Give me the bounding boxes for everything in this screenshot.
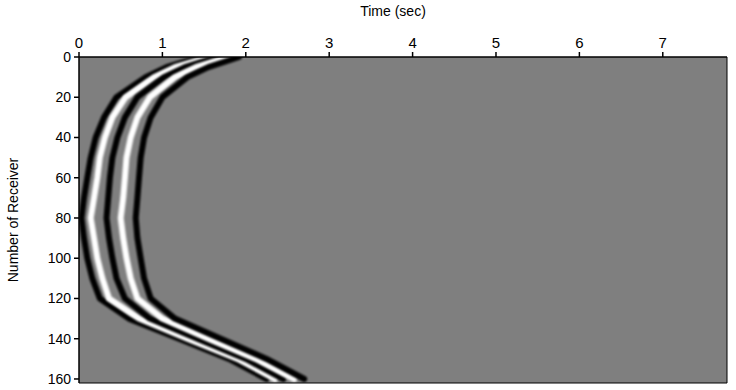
y-tick	[74, 257, 79, 259]
x-tick	[495, 52, 497, 57]
x-tick	[579, 52, 581, 57]
y-tick	[74, 96, 79, 98]
x-tick	[245, 52, 247, 57]
frame-right	[727, 57, 728, 383]
x-tick-label: 5	[492, 34, 500, 51]
wavefront	[136, 57, 305, 379]
y-tick	[74, 137, 79, 139]
x-tick-label: 1	[158, 34, 166, 51]
y-axis-line	[78, 57, 80, 383]
y-axis-title: Number of Receiver	[5, 157, 21, 282]
y-tick	[74, 217, 79, 219]
y-tick-label: 0	[63, 49, 71, 65]
x-axis-title: Time (sec)	[360, 3, 426, 19]
series-group	[82, 57, 305, 379]
y-tick	[74, 298, 79, 300]
y-tick-label: 80	[55, 210, 71, 226]
x-tick-label: 3	[325, 34, 333, 51]
y-tick	[74, 177, 79, 179]
x-tick	[662, 52, 664, 57]
x-tick	[412, 52, 414, 57]
y-tick-label: 120	[48, 290, 72, 306]
y-tick	[74, 378, 79, 380]
frame-bottom	[79, 383, 727, 384]
x-tick-label: 7	[659, 34, 667, 51]
y-tick-label: 160	[48, 371, 72, 387]
x-tick	[162, 52, 164, 57]
x-tick-label: 0	[75, 34, 83, 51]
x-tick-label: 6	[575, 34, 583, 51]
x-tick	[328, 52, 330, 57]
y-tick	[74, 56, 79, 58]
y-tick-label: 40	[55, 129, 71, 145]
y-tick-label: 20	[55, 89, 71, 105]
y-tick-label: 100	[48, 250, 72, 266]
y-tick-label: 140	[48, 331, 72, 347]
x-axis-line	[79, 56, 727, 58]
y-tick-label: 60	[55, 170, 71, 186]
y-tick	[74, 338, 79, 340]
plot-background	[79, 57, 727, 383]
x-tick-label: 2	[242, 34, 250, 51]
chart: 0 1 2 3 4 5 6 7 0 20 40 60 80 100 120 140 160 Time (sec) N…	[0, 0, 736, 390]
x-tick-label: 4	[408, 34, 416, 51]
